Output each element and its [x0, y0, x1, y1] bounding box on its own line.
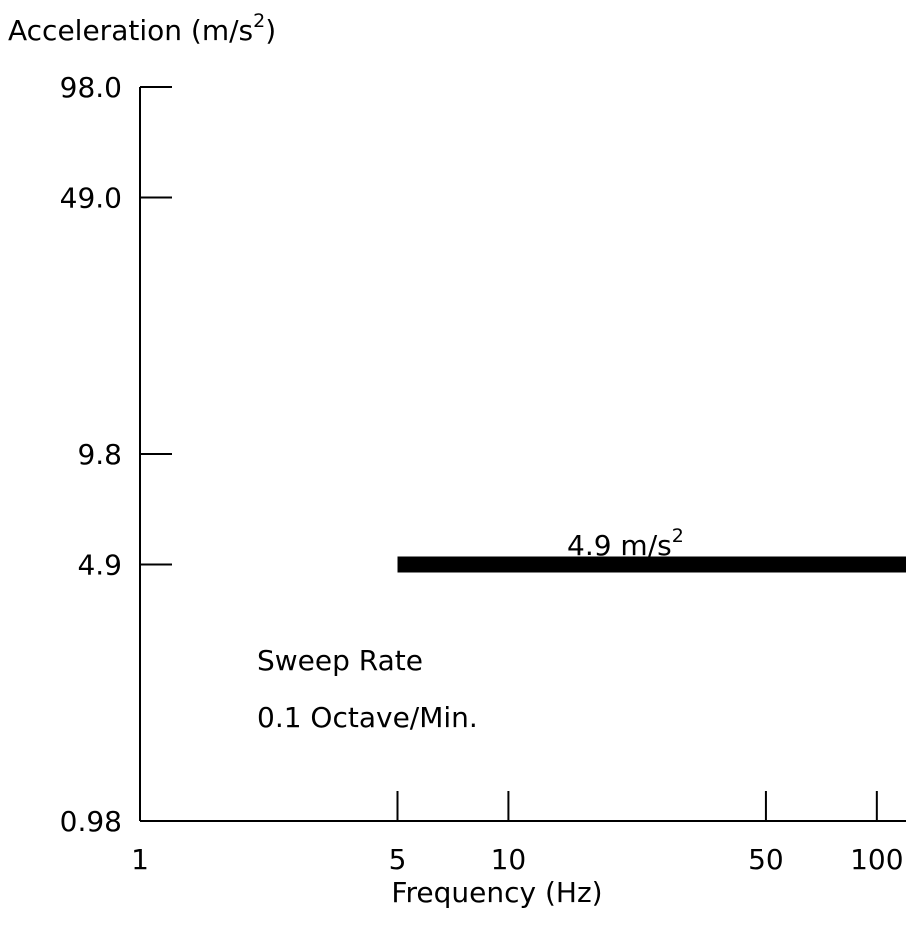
level-annotation-exponent: 2 [672, 525, 684, 547]
x-tick-label: 100 [850, 843, 903, 876]
y-tick-label: 4.9 [77, 548, 122, 581]
y-tick-label: 0.98 [60, 805, 122, 838]
x-tick-label: 10 [491, 843, 527, 876]
level-annotation-text: 4.9 m/s [567, 529, 672, 562]
x-tick-label: 1 [131, 843, 149, 876]
sweep-rate-value: 0.1 Octave/Min. [257, 701, 478, 734]
x-ticks: 1 5 10 50 100 [131, 791, 904, 876]
y-tick-label: 98.0 [60, 71, 122, 104]
y-tick-label: 9.8 [77, 438, 122, 471]
x-axis-title: Frequency (Hz) [391, 876, 602, 909]
y-axis-title-text: Acceleration (m/s [8, 14, 253, 47]
y-ticks: 98.0 49.0 9.8 4.9 0.98 [60, 71, 172, 838]
y-axis-title: Acceleration (m/s2) [8, 10, 276, 47]
y-axis-title-close: ) [265, 14, 276, 47]
sweep-rate-label: Sweep Rate [257, 644, 423, 677]
x-tick-label: 50 [748, 843, 784, 876]
y-axis-title-exponent: 2 [253, 10, 265, 32]
level-annotation: 4.9 m/s2 [567, 525, 684, 562]
x-tick-label: 5 [389, 843, 407, 876]
y-tick-label: 49.0 [60, 181, 122, 214]
